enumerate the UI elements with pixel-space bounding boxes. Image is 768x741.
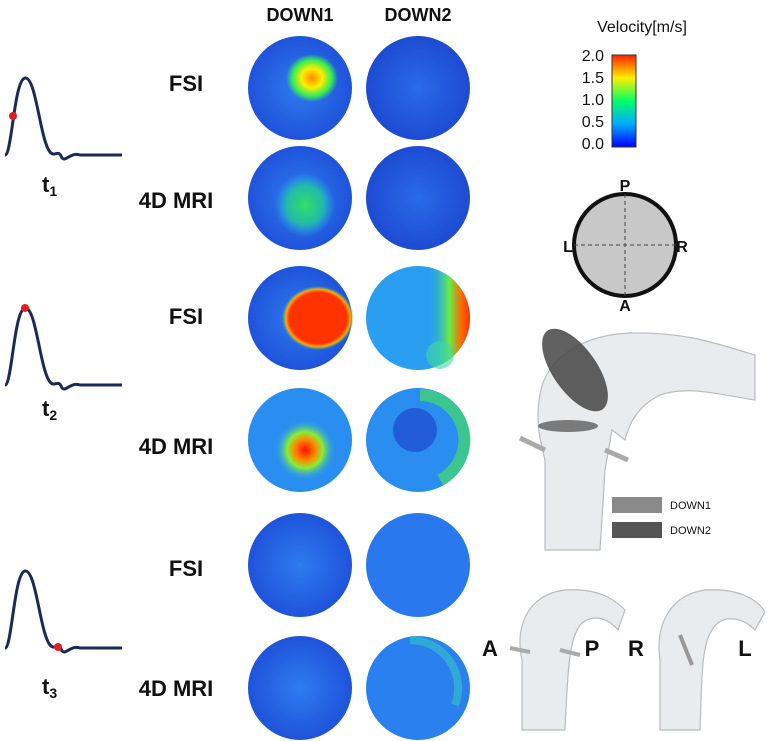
time-label: t1 [42, 172, 57, 199]
direction: A [619, 298, 631, 315]
row-label: FSI [169, 304, 203, 329]
colorbar-tick-label: 1.5 [582, 70, 604, 87]
direction: R [676, 239, 688, 256]
colorbar [611, 54, 637, 148]
row-label: FSI [169, 71, 203, 96]
velocity-map [248, 636, 352, 740]
column-header: DOWN1 [267, 5, 334, 25]
subscript: 1 [49, 183, 57, 199]
view-label: P [585, 636, 600, 661]
aorta-view: A P [482, 589, 626, 731]
velocity-map [366, 513, 470, 617]
aorta-model: DOWN1 DOWN2 [518, 328, 756, 551]
row-label: FSI [169, 556, 203, 581]
velocity-map [366, 266, 470, 370]
time-label: t2 [42, 396, 57, 423]
time: t [42, 396, 50, 421]
colorbar-tick-label: 2.0 [582, 48, 604, 65]
plane-legend: DOWN2 [670, 525, 711, 537]
row-label: 4D MRI [139, 188, 214, 213]
colorbar-tick-label: 1.0 [582, 92, 604, 109]
row-label: 4D MRI [139, 676, 214, 701]
waveform: t1 [3, 76, 122, 199]
orientation-diagram: P L R A [563, 178, 688, 315]
velocity-map [366, 146, 470, 250]
plane-legend: DOWN1 [670, 500, 711, 512]
direction: L [563, 239, 573, 256]
subscript: 2 [49, 407, 57, 423]
waveform: t3 [3, 569, 122, 701]
view-label: L [738, 636, 751, 661]
time: t [42, 674, 50, 699]
colorbar-tick-label: 0.5 [582, 114, 604, 131]
view-label: R [628, 636, 644, 661]
velocity-map [248, 513, 352, 617]
colorbar-ticks: 2.0 1.5 1.0 0.5 0.0 [582, 48, 604, 153]
waveform: t2 [3, 304, 122, 423]
time-label: t3 [42, 674, 57, 701]
row-label: 4D MRI [139, 434, 214, 459]
velocity-map [248, 266, 354, 370]
direction: P [620, 178, 631, 195]
velocity-map [248, 388, 352, 492]
velocity-map [366, 635, 470, 740]
column-header: DOWN2 [385, 5, 452, 25]
time: t [42, 172, 50, 197]
colorbar-title: Velocity[m/s] [597, 19, 687, 36]
colorbar-tick-label: 0.0 [582, 136, 604, 153]
velocity-map [366, 388, 471, 492]
view-label: A [482, 636, 498, 661]
subscript: 3 [49, 685, 57, 701]
aorta-view: R L [628, 589, 766, 731]
velocity-map [248, 36, 352, 140]
velocity-map [366, 36, 470, 140]
velocity-map [248, 146, 352, 250]
